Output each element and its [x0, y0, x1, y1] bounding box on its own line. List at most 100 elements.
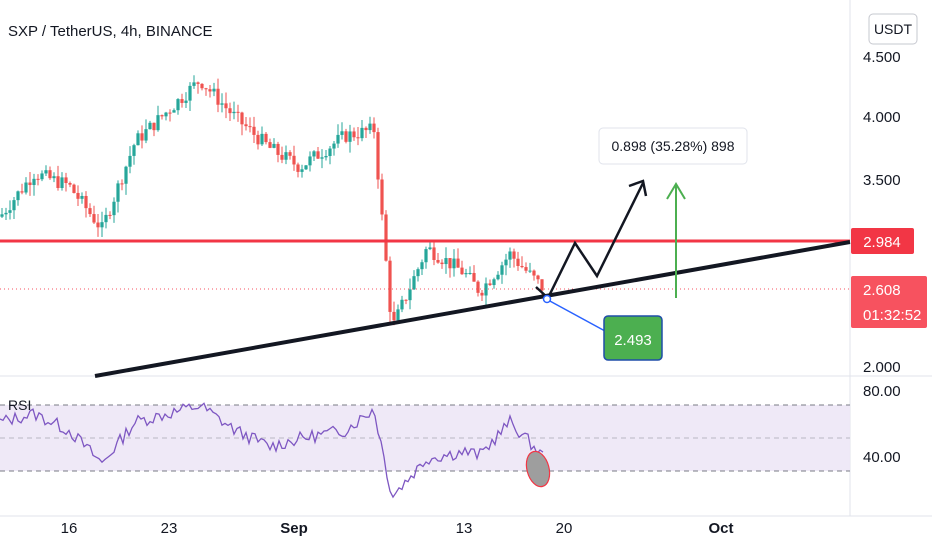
candle [124, 166, 128, 184]
candle [424, 249, 428, 263]
candle [176, 99, 180, 111]
candle [368, 123, 372, 131]
support-callout-line [547, 299, 606, 332]
candle [384, 214, 388, 261]
candle [512, 251, 516, 259]
candle [540, 279, 544, 291]
candle [328, 148, 332, 157]
candle [104, 214, 108, 223]
candle [8, 210, 12, 213]
candle [292, 155, 296, 165]
candle [372, 123, 376, 133]
candle [376, 132, 380, 180]
support-trendline[interactable] [94, 240, 851, 378]
candle [480, 292, 484, 296]
candle [148, 122, 152, 130]
candle [204, 88, 208, 90]
candle [416, 269, 420, 277]
candle [212, 88, 216, 92]
candle [252, 126, 256, 135]
candle [16, 191, 20, 201]
candle [228, 108, 232, 114]
candle [12, 200, 16, 211]
chart-title: SXP / TetherUS, 4h, BINANCE [8, 23, 213, 40]
candle [408, 289, 412, 301]
candle [516, 258, 520, 266]
candle [236, 111, 240, 113]
candle [144, 129, 148, 141]
candle [196, 82, 200, 84]
projection-path[interactable] [535, 182, 645, 301]
candle [256, 134, 260, 145]
price-tick-4500: 4.500 [863, 49, 901, 66]
candle [440, 262, 444, 265]
candle [452, 258, 456, 269]
currency-button[interactable] [868, 13, 918, 45]
candle [344, 131, 348, 142]
candle [88, 208, 92, 215]
projection-arrowhead [628, 179, 648, 197]
candle [352, 131, 356, 138]
candle [108, 214, 112, 216]
candle [184, 100, 188, 103]
candle [276, 143, 280, 155]
time-label-13: 13 [456, 520, 473, 537]
candle [220, 103, 224, 105]
measure-label-box[interactable] [598, 127, 748, 165]
candle [240, 112, 244, 125]
candle [40, 173, 44, 180]
candle [400, 299, 404, 310]
price-tick-2000: 2.000 [863, 359, 901, 376]
candle [484, 283, 488, 296]
time-label-16: 16 [61, 520, 78, 537]
candle [504, 259, 508, 266]
candle [420, 262, 424, 270]
candle [528, 270, 532, 272]
support-callout-box[interactable] [603, 315, 663, 361]
candle [496, 274, 500, 280]
candle [308, 156, 312, 166]
candle [32, 178, 36, 186]
rsi-highlight-ellipse[interactable] [523, 449, 554, 489]
candle [96, 222, 100, 228]
candle [524, 267, 528, 271]
candle [468, 272, 472, 274]
support-point-marker[interactable] [542, 294, 552, 304]
candle [60, 177, 64, 188]
candle [156, 115, 160, 131]
candle [84, 195, 88, 209]
rsi-tick-40: 40.00 [863, 449, 901, 466]
candle [216, 88, 220, 105]
candle [76, 192, 80, 199]
target-arrow-head [666, 182, 686, 200]
time-label-oct: Oct [708, 520, 733, 537]
candle [64, 177, 68, 184]
candle [432, 247, 436, 260]
time-label-20: 20 [556, 520, 573, 537]
rsi-line [0, 402, 544, 499]
candle [304, 165, 308, 170]
candle [316, 151, 320, 159]
candle [188, 85, 192, 101]
candle [332, 143, 336, 149]
candle [284, 152, 288, 160]
candle [152, 122, 156, 131]
candle [72, 184, 76, 193]
candle [264, 133, 268, 143]
candle [380, 179, 384, 215]
candle [168, 112, 172, 114]
candle [132, 145, 136, 156]
candle [340, 131, 344, 135]
measure-label-text: 0.898 (35.28%) 898 [612, 138, 735, 154]
candle [164, 112, 168, 117]
candlesticks [0, 75, 544, 326]
candle [508, 251, 512, 260]
candle [436, 259, 440, 263]
candle [120, 183, 124, 185]
candle [300, 169, 304, 172]
candle [532, 270, 536, 276]
candle [128, 155, 132, 167]
candle [500, 265, 504, 275]
